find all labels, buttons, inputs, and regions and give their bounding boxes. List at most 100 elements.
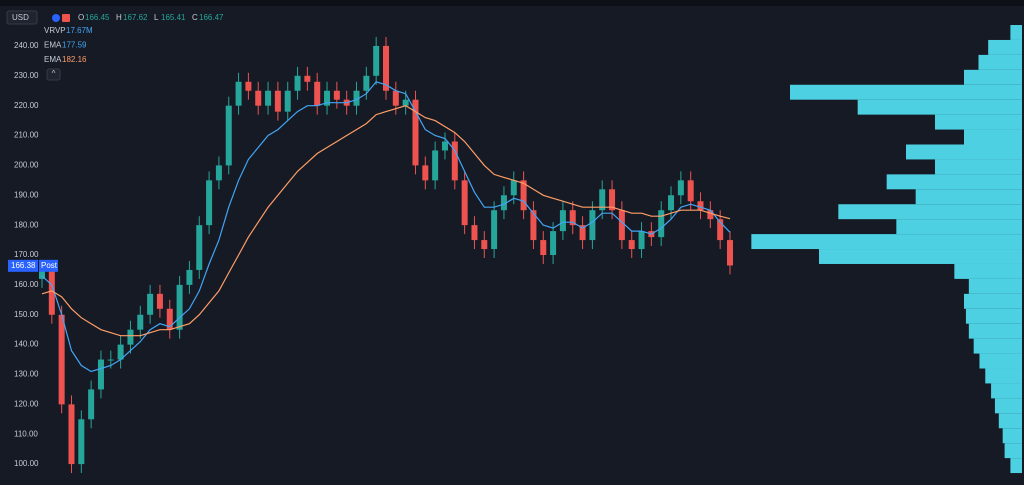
candle-body	[235, 81, 242, 106]
candle-body	[441, 141, 448, 151]
volume-profile-bar	[965, 308, 1022, 324]
candle-body	[481, 240, 488, 250]
volume-profile-bar	[973, 338, 1022, 354]
ohlc-value: 167.62	[123, 13, 148, 22]
volume-profile-bar	[1010, 25, 1022, 40]
ohlc-label: C	[192, 13, 198, 22]
y-tick-label: 180.00	[14, 220, 39, 229]
volume-profile-bar	[968, 323, 1022, 339]
candle-body	[707, 210, 714, 220]
candle-body	[461, 180, 468, 226]
ohlc-value: 165.41	[161, 13, 186, 22]
volume-profile-bar	[915, 189, 1022, 205]
candle-body	[78, 419, 85, 465]
candle-body	[215, 165, 222, 181]
currency: USD	[12, 13, 29, 22]
candle-body	[117, 344, 124, 360]
volume-profile-bar	[964, 293, 1022, 309]
candle-body	[97, 359, 104, 390]
candle-body	[687, 180, 694, 202]
volume-profile-bar	[968, 278, 1022, 294]
volume-profile-bar	[1010, 458, 1022, 474]
candle-body	[225, 105, 232, 166]
candle-body	[520, 180, 527, 211]
y-tick-label: 210.00	[14, 131, 39, 140]
volume-profile-bar	[998, 413, 1022, 429]
currency-button[interactable]	[6, 10, 38, 25]
candle-body	[500, 195, 507, 211]
volume-profile-bar	[935, 159, 1022, 175]
candle-body	[383, 45, 389, 91]
candle-body	[589, 210, 596, 241]
candle-body	[638, 231, 645, 250]
candle-body	[314, 81, 321, 106]
candle-body	[697, 201, 704, 211]
y-tick-label: 150.00	[14, 310, 39, 319]
volume-profile-bar	[954, 263, 1022, 279]
volume-profile-bar	[964, 129, 1022, 145]
candle-body	[127, 329, 134, 345]
candle-body	[579, 225, 586, 241]
volume-profile-bar	[906, 144, 1022, 160]
volume-profile-bar	[886, 174, 1022, 190]
ohlc-label: H	[116, 13, 122, 22]
ohlc-label: O	[78, 13, 84, 22]
volume-profile-bar	[994, 398, 1022, 414]
candle-body	[412, 99, 419, 166]
candle-body	[137, 314, 144, 330]
candle-body	[727, 240, 733, 266]
volume-profile-bar	[935, 114, 1022, 130]
candle-body	[618, 210, 625, 241]
candle-body	[206, 180, 213, 226]
volume-profile-bar	[988, 39, 1022, 55]
legend-name: VRVP	[44, 26, 66, 35]
y-tick-label: 160.00	[14, 280, 39, 289]
collapse-button[interactable]	[46, 68, 61, 81]
y-tick-label: 100.00	[14, 459, 39, 468]
top-strip	[0, 0, 1024, 6]
candle-body	[510, 180, 517, 196]
candle-body	[402, 99, 409, 106]
candle-body	[196, 225, 203, 270]
candle-body	[432, 150, 439, 181]
candle-body	[156, 293, 163, 309]
candle-body	[48, 269, 55, 315]
candle-body	[569, 210, 576, 226]
candle-body	[628, 240, 635, 250]
candle-body	[422, 165, 429, 181]
y-tick-label: 200.00	[14, 161, 39, 170]
session-tag: Post	[41, 261, 58, 270]
volume-profile-bar	[978, 54, 1022, 70]
y-tick-label: 170.00	[14, 250, 39, 259]
candle-body	[392, 90, 399, 106]
candle-body	[284, 90, 291, 112]
candle-body	[471, 225, 478, 241]
legend-name: EMA	[44, 55, 62, 64]
volume-profile-bar	[979, 353, 1022, 369]
candle-body	[294, 75, 301, 91]
candle-body	[88, 389, 95, 420]
price-tag-bg	[8, 259, 38, 272]
volume-profile-bar	[896, 219, 1022, 235]
price-tag: 166.38	[11, 261, 36, 270]
candle-body	[39, 269, 45, 279]
ema-line	[41, 81, 731, 373]
y-tick-label: 110.00	[14, 429, 38, 438]
volume-profile-bar	[985, 368, 1022, 384]
volume-profile-bar	[991, 383, 1022, 399]
candle-body	[599, 189, 606, 211]
ohlc-value: 166.47	[199, 13, 224, 22]
alert-icon	[62, 14, 70, 22]
y-tick-label: 240.00	[14, 41, 39, 50]
candle-body	[609, 189, 616, 211]
candle-body	[68, 404, 75, 465]
candle-body	[58, 314, 65, 405]
ohlc-value: 166.45	[85, 13, 110, 22]
y-tick-label: 120.00	[14, 399, 39, 408]
legend-value: 182.16	[62, 55, 87, 64]
candle-body	[451, 141, 458, 181]
y-tick-label: 130.00	[14, 370, 39, 379]
volume-profile-bar	[964, 69, 1022, 85]
candle-body	[265, 90, 272, 106]
